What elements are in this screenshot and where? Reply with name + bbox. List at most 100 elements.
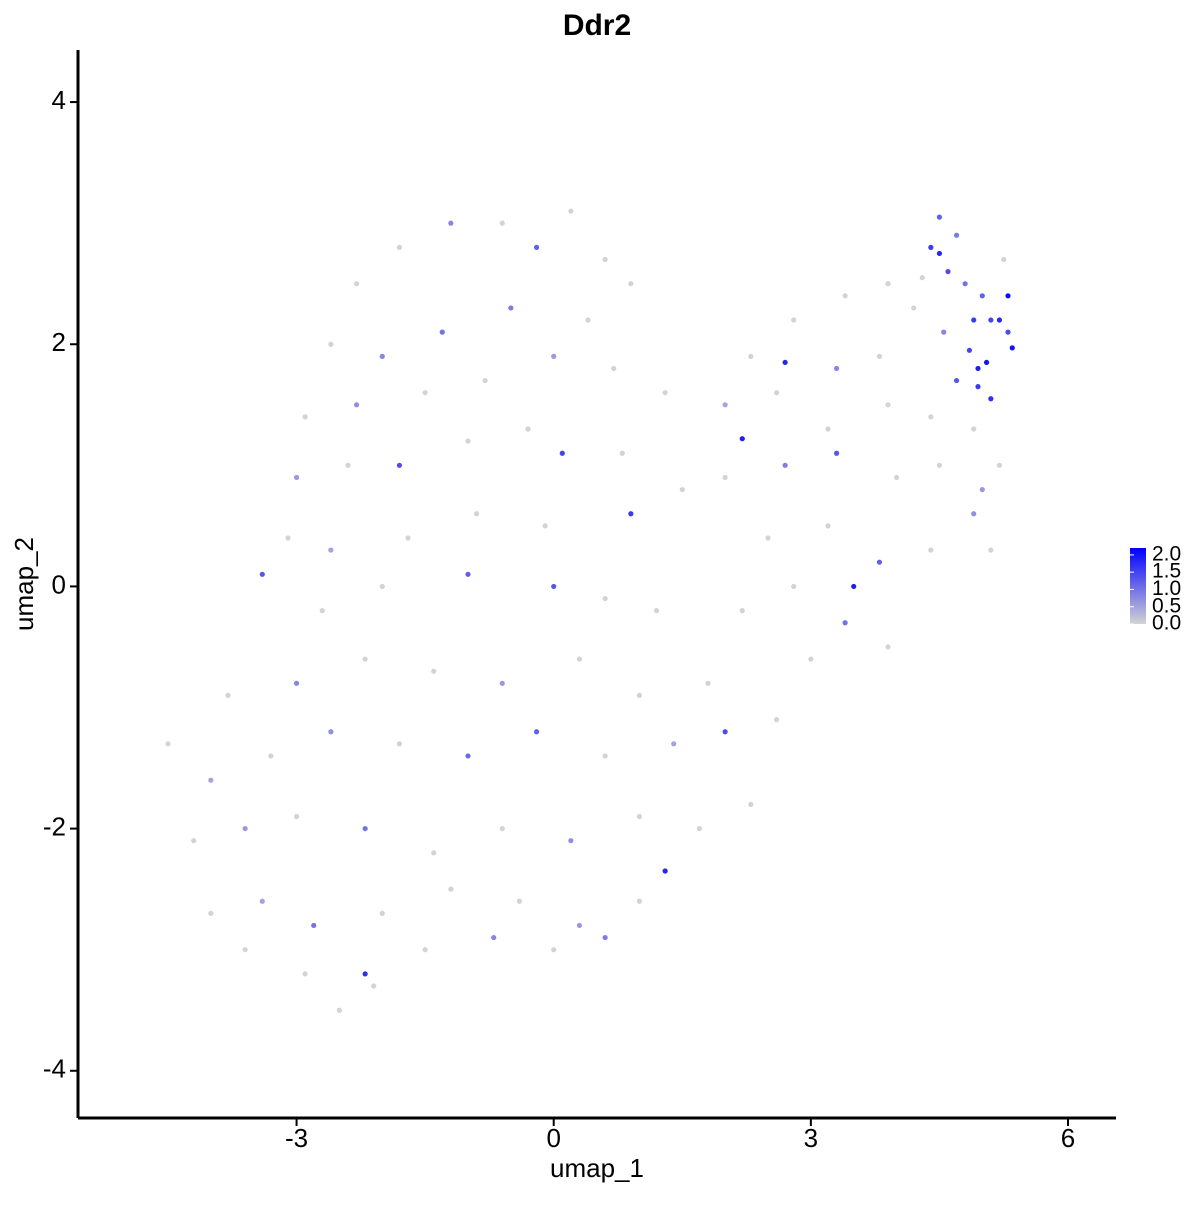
color-tick-label: 0.0	[1152, 612, 1181, 635]
point	[396, 244, 403, 250]
point	[336, 1007, 343, 1013]
x-tick-label: -3	[285, 1123, 308, 1153]
point	[328, 729, 334, 735]
point	[379, 910, 385, 916]
point	[971, 317, 977, 323]
x-tick-label: 3	[804, 1123, 818, 1153]
point	[636, 692, 643, 699]
point	[825, 426, 831, 432]
chart-title: Ddr2	[563, 9, 631, 42]
point	[576, 922, 583, 929]
point	[611, 365, 617, 372]
point	[791, 317, 797, 323]
point	[208, 910, 214, 916]
point	[941, 329, 947, 335]
point	[499, 825, 505, 832]
point	[379, 583, 385, 590]
point	[508, 305, 514, 311]
point	[722, 729, 728, 735]
point	[885, 644, 891, 650]
point	[439, 329, 445, 335]
point	[499, 220, 505, 226]
point	[302, 971, 308, 977]
point	[996, 462, 1003, 468]
point	[208, 777, 214, 783]
point	[371, 983, 377, 989]
point	[808, 656, 814, 662]
point	[191, 838, 197, 844]
point	[773, 390, 780, 396]
point	[482, 377, 488, 384]
color-bar	[1130, 548, 1146, 624]
point	[825, 523, 831, 529]
point	[431, 668, 437, 674]
point	[302, 414, 308, 420]
point	[628, 511, 634, 517]
point	[953, 232, 960, 238]
point	[551, 947, 557, 953]
point	[979, 293, 985, 299]
point	[782, 462, 788, 468]
point	[293, 680, 300, 686]
point	[473, 511, 480, 517]
point	[842, 620, 848, 626]
point	[319, 608, 325, 614]
point	[893, 474, 900, 481]
point	[833, 365, 840, 372]
point	[293, 474, 300, 481]
point	[885, 281, 891, 287]
point	[979, 486, 985, 493]
point	[748, 353, 754, 359]
point	[1009, 345, 1015, 351]
y-tick-label: 0	[52, 569, 66, 599]
point	[422, 947, 428, 953]
point	[293, 813, 300, 820]
point	[739, 608, 745, 614]
color-tick-label: 2.0	[1152, 542, 1181, 565]
point	[379, 353, 385, 359]
point	[983, 359, 990, 366]
point	[602, 934, 608, 941]
point	[448, 886, 454, 892]
point	[602, 595, 608, 602]
point	[328, 341, 334, 347]
point	[945, 268, 951, 275]
point	[962, 281, 968, 287]
y-tick-label: -2	[43, 811, 66, 841]
point	[936, 462, 943, 468]
y-tick-label: 4	[52, 85, 66, 115]
y-axis-label: umap_2	[9, 537, 39, 631]
point	[696, 825, 703, 832]
point	[748, 801, 754, 807]
point	[465, 571, 471, 577]
point	[971, 426, 977, 432]
x-axis-label: umap_1	[550, 1153, 644, 1183]
point	[165, 741, 171, 747]
color-tick-label: 1.0	[1152, 577, 1181, 600]
point	[928, 414, 934, 420]
point	[551, 353, 557, 359]
y-tick-label: 2	[52, 327, 66, 357]
point	[722, 402, 728, 408]
point	[876, 353, 883, 359]
y-tick-label: -4	[43, 1054, 66, 1084]
point	[966, 347, 973, 353]
point	[975, 365, 981, 372]
point	[242, 947, 248, 953]
point	[431, 850, 437, 856]
point	[225, 692, 231, 699]
point	[542, 523, 548, 529]
point	[773, 717, 780, 723]
point	[1001, 256, 1007, 263]
point	[328, 547, 334, 553]
point	[559, 450, 565, 456]
point	[782, 359, 788, 366]
point	[705, 680, 711, 686]
point	[919, 275, 925, 281]
point	[405, 535, 411, 541]
point	[833, 450, 840, 456]
point	[1005, 329, 1011, 335]
point	[362, 971, 368, 977]
point	[465, 438, 471, 444]
